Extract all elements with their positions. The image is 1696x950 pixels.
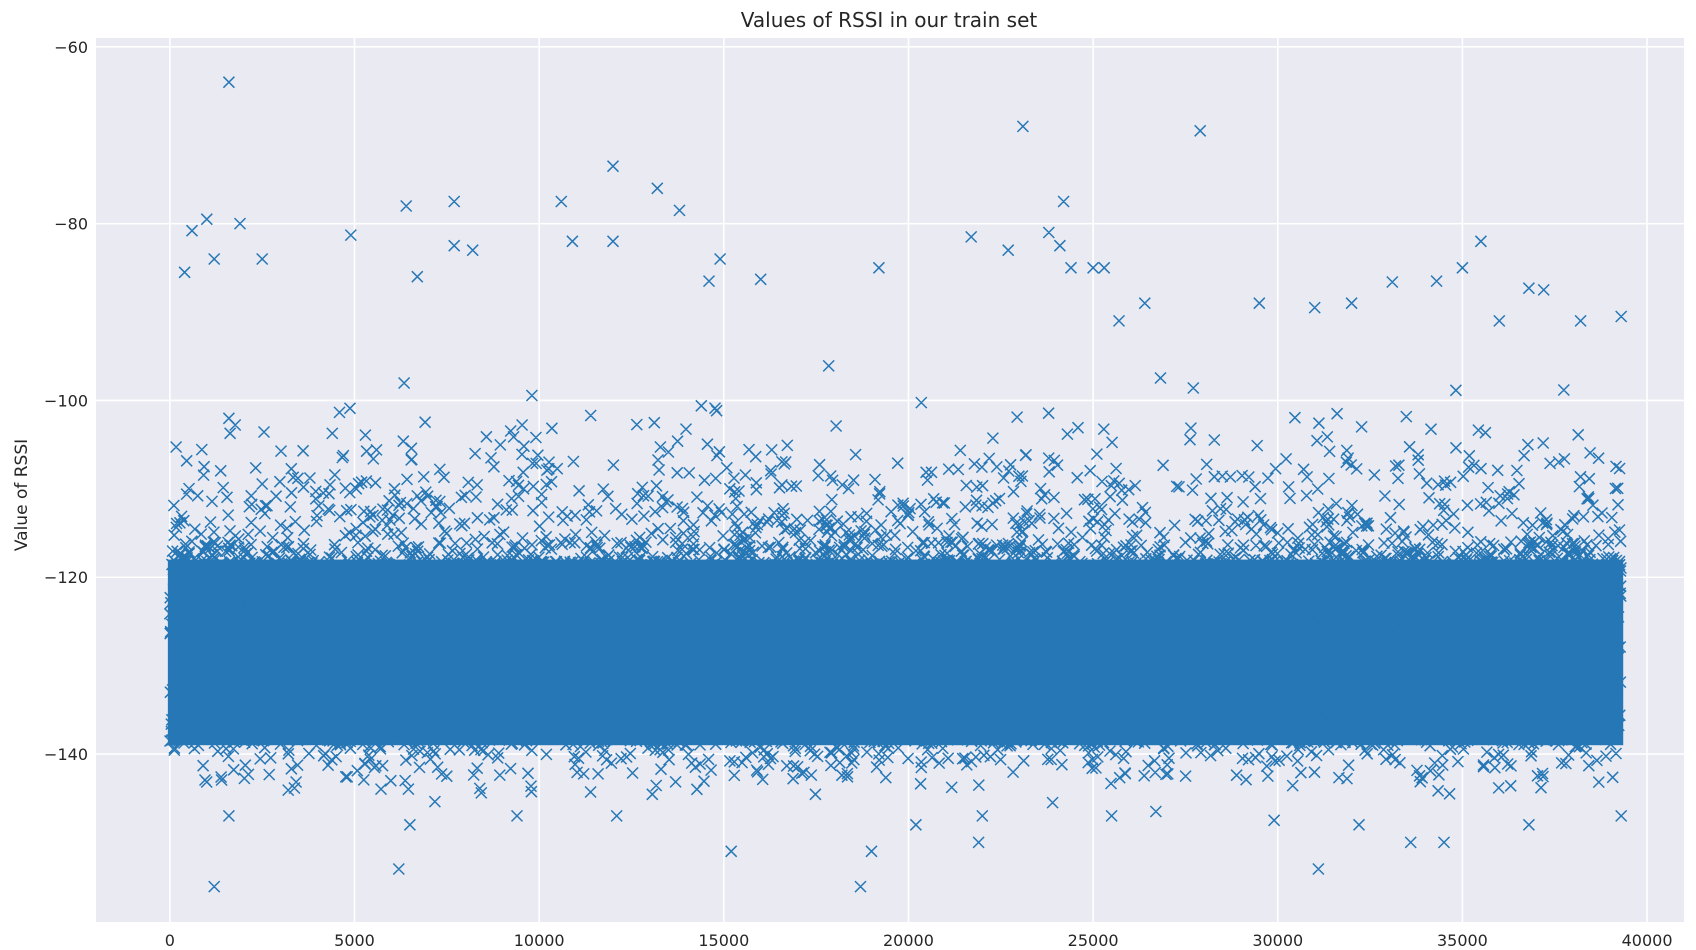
y-tick-label: −60 (54, 38, 88, 57)
x-tick-label: 35000 (1437, 931, 1488, 950)
y-tick-label: −80 (54, 215, 88, 234)
y-tick-label: −140 (44, 745, 88, 764)
x-tick-label: 5000 (334, 931, 375, 950)
x-tick-label: 25000 (1068, 931, 1119, 950)
y-axis-ticks: −60 −80 −100 −120 −140 (44, 38, 88, 764)
y-axis-label: Value of RSSI (12, 439, 32, 551)
x-tick-label: 20000 (883, 931, 934, 950)
x-tick-label: 15000 (698, 931, 749, 950)
x-tick-label: 30000 (1252, 931, 1303, 950)
chart-title: Values of RSSI in our train set (741, 8, 1038, 32)
data-points (163, 76, 1628, 893)
x-axis-ticks: 0 5000 10000 15000 20000 25000 30000 35000 40000 (165, 931, 1673, 950)
x-tick-label: 0 (165, 931, 175, 950)
x-tick-label: 40000 (1622, 931, 1673, 950)
scatter-point-markers (163, 76, 1628, 893)
x-tick-label: 10000 (514, 931, 565, 950)
y-tick-label: −120 (44, 568, 88, 587)
y-tick-label: −100 (44, 391, 88, 410)
grid (96, 38, 1684, 922)
